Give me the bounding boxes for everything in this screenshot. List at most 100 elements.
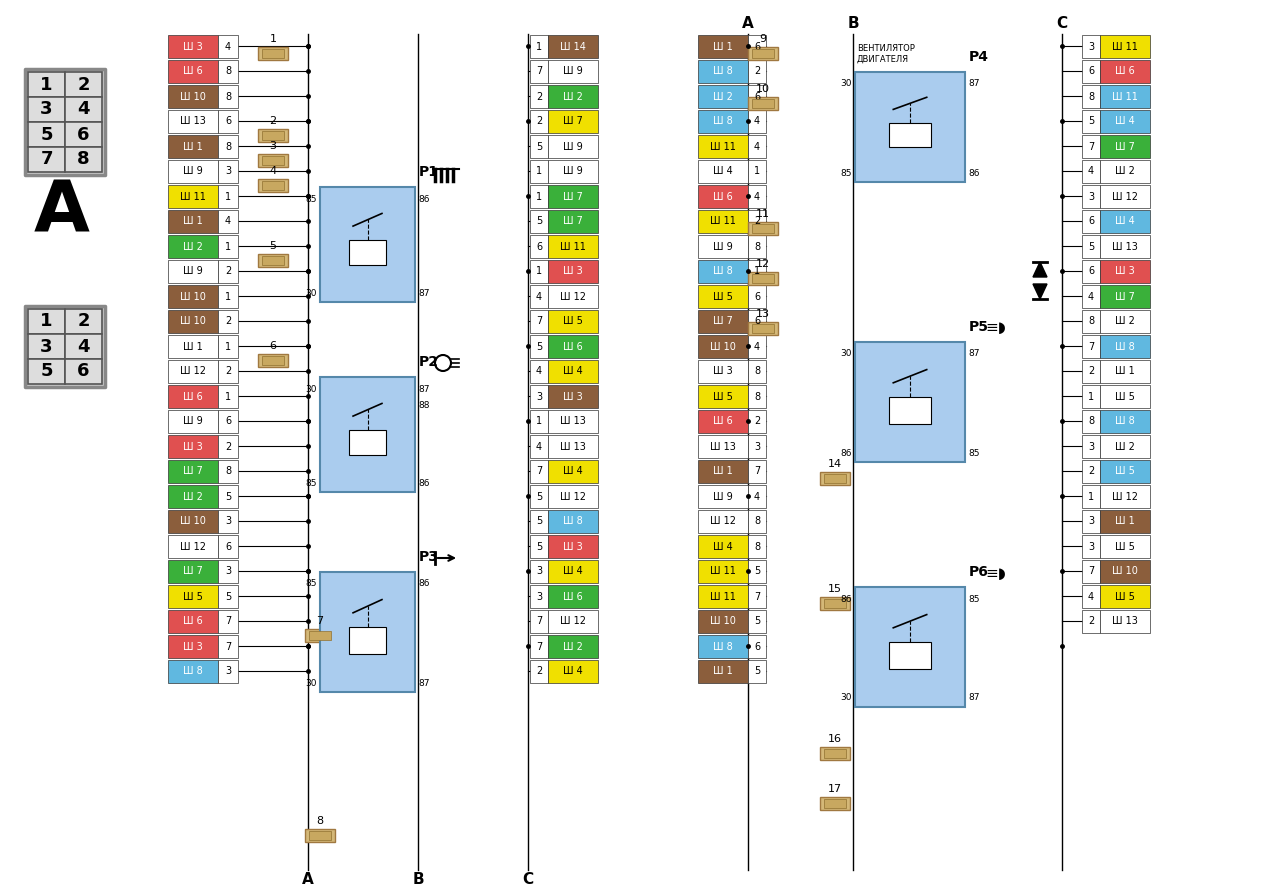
- Text: 4: 4: [754, 192, 760, 202]
- Bar: [1100, 460, 1149, 483]
- Text: Ш 6: Ш 6: [183, 616, 202, 626]
- Bar: [698, 410, 748, 433]
- Bar: [748, 660, 765, 683]
- Text: Ш 12: Ш 12: [180, 541, 206, 551]
- Bar: [748, 322, 778, 335]
- Bar: [548, 110, 598, 133]
- Bar: [530, 585, 548, 608]
- Text: Ш 12: Ш 12: [561, 616, 586, 626]
- Bar: [820, 472, 850, 485]
- Text: 3: 3: [40, 101, 52, 119]
- Text: 86: 86: [419, 478, 430, 488]
- Text: 5: 5: [536, 342, 543, 351]
- Text: 30: 30: [841, 350, 852, 359]
- Text: 2: 2: [536, 92, 543, 102]
- Text: 3: 3: [225, 167, 232, 177]
- Bar: [698, 85, 748, 108]
- Text: 1: 1: [754, 267, 760, 277]
- Text: P6: P6: [969, 565, 989, 579]
- Bar: [530, 235, 548, 258]
- Text: Ш 5: Ш 5: [1115, 392, 1135, 401]
- Bar: [530, 335, 548, 358]
- Bar: [218, 535, 238, 558]
- Bar: [259, 354, 288, 367]
- Text: 2: 2: [536, 666, 543, 676]
- Text: 85: 85: [306, 478, 317, 488]
- Text: Ш 11: Ш 11: [710, 591, 736, 601]
- Text: 1: 1: [225, 292, 232, 301]
- Text: Ш 2: Ш 2: [1115, 442, 1135, 451]
- Bar: [748, 535, 765, 558]
- Bar: [1082, 360, 1100, 383]
- Text: 6: 6: [754, 292, 760, 301]
- Text: Ш 3: Ш 3: [183, 442, 202, 451]
- Bar: [548, 610, 598, 633]
- Bar: [259, 47, 288, 60]
- Text: 1: 1: [225, 192, 232, 202]
- Bar: [168, 210, 218, 233]
- Bar: [168, 160, 218, 183]
- Bar: [168, 185, 218, 208]
- Bar: [218, 410, 238, 433]
- Bar: [698, 485, 748, 508]
- Bar: [1082, 510, 1100, 533]
- Text: 9: 9: [759, 34, 767, 44]
- Text: P5: P5: [969, 320, 989, 334]
- Text: 5: 5: [40, 126, 52, 144]
- Text: 7: 7: [40, 151, 52, 169]
- Text: Ш 6: Ш 6: [713, 417, 733, 426]
- Text: Ш 10: Ш 10: [180, 516, 206, 526]
- Text: 87: 87: [968, 350, 979, 359]
- Text: 6: 6: [536, 242, 541, 252]
- Bar: [168, 85, 218, 108]
- Text: P2: P2: [419, 355, 439, 369]
- Text: 6: 6: [754, 92, 760, 102]
- Text: 1: 1: [536, 267, 541, 277]
- Text: 6: 6: [270, 341, 276, 351]
- Text: 7: 7: [754, 467, 760, 476]
- Bar: [168, 360, 218, 383]
- Text: Ш 1: Ш 1: [1115, 516, 1135, 526]
- Bar: [28, 122, 65, 147]
- Bar: [1100, 360, 1149, 383]
- Text: Ш 2: Ш 2: [183, 242, 204, 252]
- Text: 86: 86: [841, 449, 852, 458]
- Bar: [218, 385, 238, 408]
- Bar: [698, 35, 748, 58]
- Text: 85: 85: [306, 194, 317, 203]
- Bar: [698, 185, 748, 208]
- Bar: [1082, 110, 1100, 133]
- Bar: [530, 210, 548, 233]
- Bar: [548, 135, 598, 158]
- Text: 2: 2: [225, 267, 232, 277]
- Text: 7: 7: [754, 591, 760, 601]
- Bar: [1100, 110, 1149, 133]
- Bar: [698, 135, 748, 158]
- Text: Ш 5: Ш 5: [563, 317, 582, 326]
- Bar: [218, 560, 238, 583]
- Bar: [530, 110, 548, 133]
- Bar: [168, 660, 218, 683]
- Bar: [748, 385, 765, 408]
- Text: Ш 7: Ш 7: [1115, 142, 1135, 152]
- Bar: [259, 179, 288, 192]
- Text: Ш 7: Ш 7: [183, 566, 204, 576]
- Bar: [168, 635, 218, 658]
- Bar: [530, 610, 548, 633]
- Text: 8: 8: [225, 467, 232, 476]
- Text: 11: 11: [756, 209, 771, 219]
- Text: Ш 7: Ш 7: [1115, 292, 1135, 301]
- Bar: [698, 160, 748, 183]
- Text: 8: 8: [1088, 317, 1094, 326]
- Bar: [748, 210, 765, 233]
- Bar: [65, 147, 102, 172]
- Bar: [548, 385, 598, 408]
- Text: Ш 8: Ш 8: [183, 666, 202, 676]
- Text: 85: 85: [306, 580, 317, 589]
- Bar: [890, 397, 931, 424]
- Bar: [753, 99, 774, 108]
- Bar: [218, 460, 238, 483]
- Text: Ш 7: Ш 7: [563, 192, 582, 202]
- Text: 4: 4: [1088, 167, 1094, 177]
- Polygon shape: [1033, 262, 1047, 277]
